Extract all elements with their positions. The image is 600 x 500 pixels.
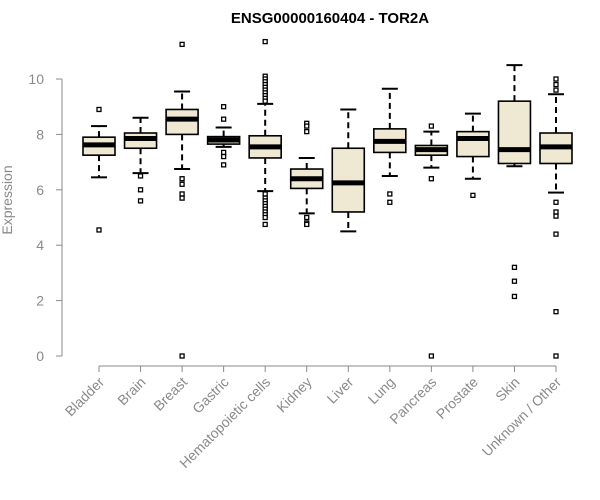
x-tick-label: Kidney (273, 374, 315, 416)
outlier-point (511, 264, 518, 271)
y-tick-label: 2 (36, 293, 44, 309)
box-skin (497, 64, 532, 300)
outlier-point (553, 213, 559, 219)
chart-title: ENSG00000160404 - TOR2A (231, 10, 429, 27)
outlier-point (428, 176, 435, 182)
outlier-point (553, 209, 559, 215)
outlier-point (137, 187, 144, 193)
outlier-point (96, 227, 102, 233)
outlier-point (220, 116, 227, 122)
outlier-point (137, 198, 144, 204)
outlier-point (428, 353, 435, 359)
outlier-point (179, 176, 185, 182)
outlier-point (220, 104, 227, 110)
box-lung (373, 87, 407, 205)
outlier-point (179, 191, 185, 197)
outlier-point (220, 153, 227, 160)
outlier-point (553, 87, 559, 93)
outlier-point (262, 191, 268, 197)
x-tick-label: Liver (324, 374, 357, 407)
box-bladder (82, 106, 116, 233)
outlier-point (553, 231, 559, 237)
x-tick-label: Skin (492, 374, 523, 405)
outlier-point (179, 195, 185, 201)
y-axis: 0 2 4 6 8 10 (28, 71, 63, 364)
y-axis-label: Expression (0, 165, 15, 234)
box-prostate (456, 112, 490, 198)
x-tick-label: Prostate (433, 374, 481, 422)
outlier-point (387, 199, 393, 205)
outlier-point (96, 106, 102, 113)
outlier-point (179, 41, 185, 48)
y-tick-label: 10 (28, 71, 44, 87)
box-gastric (206, 104, 241, 168)
outlier-point (553, 76, 559, 82)
outlier-point (304, 128, 310, 135)
box-kidney (289, 120, 324, 228)
box-brain (123, 116, 158, 204)
x-tick-label: Lung (365, 374, 398, 407)
outlier-point (262, 221, 268, 228)
outlier-point (262, 214, 268, 221)
x-tick-label: Brain (114, 374, 148, 408)
outlier-point (179, 181, 185, 187)
outlier-point (428, 123, 435, 129)
y-tick-label: 8 (36, 126, 44, 142)
box-breast (165, 41, 199, 359)
outlier-point (553, 199, 559, 205)
outlier-point (179, 353, 185, 359)
outlier-point (511, 278, 518, 284)
x-tick-label: Breast (150, 374, 190, 414)
outlier-point (511, 293, 518, 300)
box-iqr (331, 147, 366, 213)
outlier-point (553, 81, 559, 88)
outlier-point (304, 214, 310, 221)
y-tick-label: 0 (36, 348, 44, 364)
outlier-point (220, 149, 227, 156)
outlier-point (220, 162, 227, 168)
outlier-point (470, 192, 476, 198)
box-liver (331, 108, 366, 233)
box-unknown-other (539, 76, 573, 359)
outlier-point (387, 191, 393, 197)
box-iqr (456, 130, 490, 158)
outlier-point (304, 221, 310, 228)
x-tick-label: Bladder (62, 374, 108, 420)
outlier-point (262, 38, 268, 45)
box-pancreas (414, 123, 449, 359)
box-iqr (497, 100, 532, 165)
y-tick-label: 6 (36, 182, 44, 198)
y-tick-label: 4 (36, 237, 44, 253)
boxes-group (82, 38, 573, 359)
outlier-point (553, 309, 559, 315)
outlier-point (553, 353, 559, 359)
outlier-point (304, 123, 310, 129)
outlier-point (262, 98, 268, 104)
outlier-point (137, 173, 144, 179)
box-iqr (165, 108, 199, 136)
x-tick-label: Unknown / Other (479, 374, 565, 460)
box-hematopoietic-cells (248, 38, 282, 228)
